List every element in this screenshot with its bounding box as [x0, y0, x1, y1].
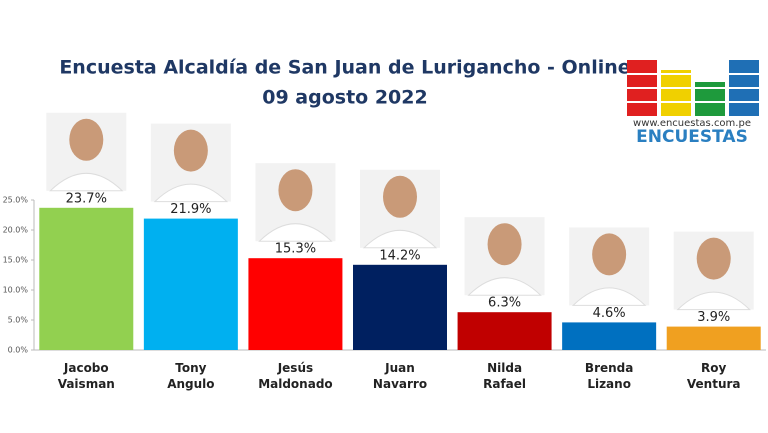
- photo-body: [258, 223, 333, 242]
- y-tick-label: 10.0%: [3, 286, 29, 295]
- bar: [666, 326, 761, 350]
- y-tick-label: 15.0%: [3, 256, 29, 265]
- x-tick-label: Jacobo Vaisman: [58, 361, 115, 391]
- photo-body: [153, 183, 229, 203]
- photo-head: [696, 237, 731, 280]
- chart-title: Encuesta Alcaldía de San Juan de Lurigan…: [59, 57, 630, 79]
- logo: [627, 60, 760, 116]
- bar: [248, 258, 343, 350]
- candidate-photo: [464, 217, 545, 296]
- x-tick-label: Roy Ventura: [687, 361, 741, 391]
- value-label: 15.3%: [275, 242, 316, 257]
- x-tick-label: Nilda Rafael: [483, 361, 526, 391]
- source: www.encuestas.com.pe: [633, 118, 751, 129]
- y-tick-label: 0.0%: [8, 346, 29, 355]
- photo-body: [49, 172, 124, 192]
- candidate-photo: [360, 169, 440, 249]
- y-tick-label: 25.0%: [3, 196, 29, 205]
- x-tick-label: Juan Navarro: [373, 361, 427, 391]
- value-label: 6.3%: [488, 296, 521, 311]
- y-tick-label: 5.0%: [8, 316, 29, 325]
- bar: [39, 207, 134, 350]
- bar: [353, 264, 447, 350]
- photo-head: [383, 175, 417, 218]
- x-tick-label: Brenda Lizano: [585, 361, 633, 391]
- x-tick-label: Tony Angulo: [167, 361, 214, 391]
- value-label: 23.7%: [66, 191, 107, 206]
- value-label: 14.2%: [379, 248, 420, 263]
- value-label: 3.9%: [697, 310, 730, 325]
- chart-subtitle: 09 agosto 2022: [262, 87, 427, 109]
- bar: [562, 322, 657, 350]
- y-tick-label: 20.0%: [3, 226, 29, 235]
- candidate-photo: [255, 163, 336, 242]
- photo-head: [173, 129, 208, 172]
- brand: ENCUESTAS: [636, 127, 748, 147]
- photo-head: [69, 118, 104, 161]
- candidate-photo: [46, 112, 127, 192]
- candidate-photo: [673, 231, 754, 311]
- photo-body: [571, 287, 647, 306]
- candidate-photo: [150, 123, 231, 203]
- photo-head: [592, 233, 627, 276]
- x-tick-label: Jesús Maldonado: [258, 361, 332, 391]
- candidate-photo: [569, 227, 650, 306]
- photo-body: [362, 229, 438, 249]
- bar: [143, 218, 238, 350]
- photo-head: [487, 223, 522, 266]
- bar: [457, 312, 552, 350]
- photo-head: [278, 169, 313, 212]
- value-label: 4.6%: [593, 306, 626, 321]
- photo-body: [676, 291, 751, 311]
- value-label: 21.9%: [170, 202, 211, 217]
- photo-body: [467, 277, 542, 296]
